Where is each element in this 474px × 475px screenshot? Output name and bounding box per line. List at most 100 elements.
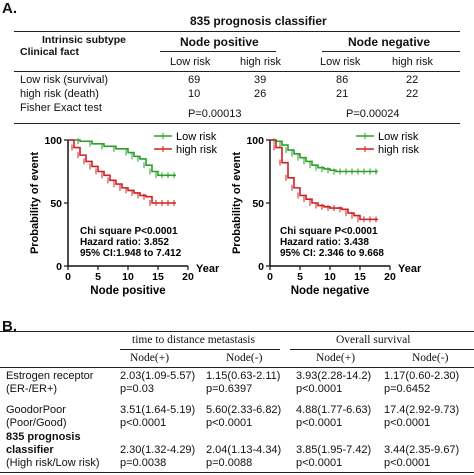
header-node-positive: Node positive xyxy=(180,35,259,49)
table-b-rule-mid xyxy=(0,367,474,368)
table-cell: 5.60(2.33-6.82) xyxy=(206,404,282,416)
row-label: (High risk/Low risk) xyxy=(6,457,100,469)
x-tick-label: 0 xyxy=(267,271,273,283)
y-axis-title: Probability of event xyxy=(231,152,243,254)
x-axis-title: Node negative xyxy=(291,285,370,297)
panel-a-label: A. xyxy=(2,0,17,17)
table-cell: 39 xyxy=(254,74,267,86)
table-cell: 3.85(1.95-7.42) xyxy=(296,444,372,456)
row-label: high risk (death) xyxy=(20,88,99,100)
table-title: 835 prognosis classifier xyxy=(190,14,327,28)
header-clinical-fact: Clinical fact xyxy=(20,46,79,58)
stats-annotation: Chi square P<0.0001 xyxy=(280,226,378,237)
row-label: (ER-/ER+) xyxy=(6,383,58,395)
x-tick-label: 10 xyxy=(324,271,336,283)
col-low-risk-pos: Low risk xyxy=(170,56,211,68)
legend-label: high risk xyxy=(176,144,217,156)
table-cell: 22 xyxy=(406,74,419,86)
x-tick-label: 15 xyxy=(354,271,366,283)
col-header: Node(-) xyxy=(412,352,449,364)
table-cell: 69 xyxy=(188,74,201,86)
series-line-high-risk xyxy=(270,139,378,221)
table-cell: 1.17(0.60-2.30) xyxy=(384,370,460,382)
stats-annotation: 95% CI:1.948 to 7.412 xyxy=(80,248,182,259)
rule-node-positive xyxy=(160,51,276,52)
x-tick-label: 20 xyxy=(384,271,396,283)
x-unit-label: Year xyxy=(196,263,220,275)
stats-annotation: Hazard ratio: 3.438 xyxy=(280,237,369,248)
table-rule-mid xyxy=(14,71,460,72)
rule-node-negative xyxy=(322,51,460,52)
legend-label: Low risk xyxy=(176,131,217,143)
col-header: Node(+) xyxy=(316,352,356,364)
group-header-metastasis: time to distance metastasis xyxy=(132,334,255,346)
row-label: Estrogen receptor xyxy=(6,370,94,382)
header-node-negative: Node negative xyxy=(348,35,431,49)
table-cell: 4.88(1.77-6.63) xyxy=(296,404,372,416)
table-cell: 22 xyxy=(406,88,419,100)
table-b-rule-top xyxy=(0,331,474,332)
table-b-rule-bottom xyxy=(0,472,474,473)
col-header: Node(+) xyxy=(130,352,170,364)
table-cell: p<0.0001 xyxy=(206,417,253,429)
p-value-node-positive: P=0.00013 xyxy=(188,108,242,120)
table-cell: p<0.0001 xyxy=(384,457,431,469)
table-cell: p=0.0088 xyxy=(206,457,253,469)
table-cell: 86 xyxy=(336,74,349,86)
x-tick-label: 5 xyxy=(95,271,101,283)
stats-annotation: Chi square P<0.0001 xyxy=(80,226,178,237)
table-cell: p<0.0001 xyxy=(296,383,343,395)
table-cell: 1.15(0.63-2.11) xyxy=(206,370,281,382)
rule-group1 xyxy=(120,349,280,350)
series-line-low-risk xyxy=(68,139,176,177)
panel-b-label: B. xyxy=(2,318,17,335)
table-cell: p=0.03 xyxy=(120,383,154,395)
series-line-high-risk xyxy=(68,139,176,204)
table-rule-top xyxy=(14,31,460,32)
table-rule-bottom xyxy=(14,123,460,124)
y-tick-label: 0 xyxy=(56,261,62,273)
x-tick-label: 15 xyxy=(152,271,164,283)
x-tick-label: 20 xyxy=(182,271,194,283)
table-cell: 3.44(2.35-9.67) xyxy=(384,444,460,456)
col-high-risk-neg: high risk xyxy=(392,56,433,68)
table-cell: 2.30(1.32-4.29) xyxy=(120,444,196,456)
legend-label: high risk xyxy=(378,144,419,156)
col-high-risk-pos: high risk xyxy=(240,56,281,68)
table-cell: p=0.0038 xyxy=(120,457,167,469)
stats-annotation: Hazard ratio: 3.852 xyxy=(80,237,169,248)
rule-group2 xyxy=(290,349,474,350)
y-axis-title: Probability of event xyxy=(29,152,41,254)
header-intrinsic-subtype: Intrinsic subtype xyxy=(42,34,127,46)
row-label: GoodorPoor xyxy=(6,404,66,416)
row-label: classifier xyxy=(6,444,54,456)
col-low-risk-neg: Low risk xyxy=(320,56,361,68)
series-line-low-risk xyxy=(270,139,378,173)
table-cell: 26 xyxy=(254,88,267,100)
y-tick-label: 100 xyxy=(246,135,264,147)
y-tick-label: 0 xyxy=(258,261,264,273)
legend-label: Low risk xyxy=(378,131,419,143)
stats-annotation: 95% CI: 2.346 to 9.668 xyxy=(280,248,384,259)
table-cell: 2.03(1.09-5.57) xyxy=(120,370,196,382)
x-tick-label: 10 xyxy=(122,271,134,283)
y-tick-label: 50 xyxy=(252,198,264,210)
p-value-node-negative: P=0.00024 xyxy=(346,108,400,120)
table-cell: p<0.0001 xyxy=(296,417,343,429)
x-tick-label: 5 xyxy=(297,271,303,283)
row-label: Low risk (survival) xyxy=(20,74,109,86)
table-cell: p<0.0001 xyxy=(296,457,343,469)
table-cell: 21 xyxy=(336,88,349,100)
table-cell: 2.04(1.13-4.34) xyxy=(206,444,282,456)
table-cell: p=0.6397 xyxy=(206,383,253,395)
group-header-overall-survival: Overall survival xyxy=(336,334,411,346)
col-header: Node(-) xyxy=(226,352,263,364)
y-tick-label: 50 xyxy=(50,198,62,210)
x-unit-label: Year xyxy=(398,263,422,275)
row-label: 835 prognosis xyxy=(6,431,81,443)
table-cell: p<0.0001 xyxy=(384,417,431,429)
y-tick-label: 100 xyxy=(44,135,62,147)
x-tick-label: 0 xyxy=(65,271,71,283)
table-cell: 3.93(2.28-14.2) xyxy=(296,370,372,382)
